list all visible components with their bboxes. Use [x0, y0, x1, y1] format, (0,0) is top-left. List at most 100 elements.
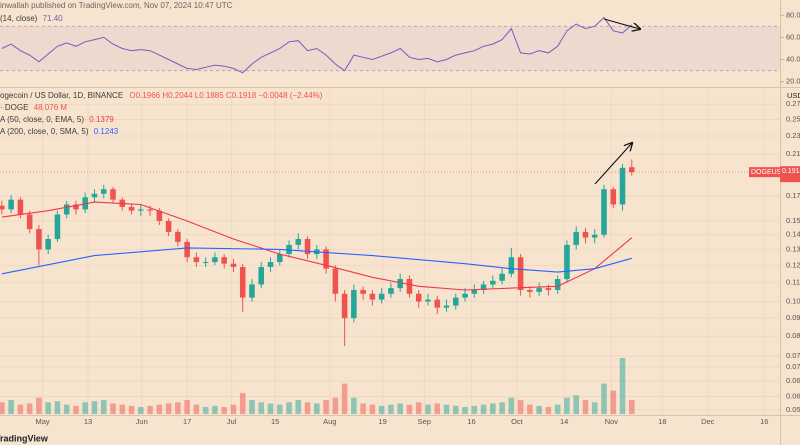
candle-body — [443, 305, 450, 308]
x-tick-label: 17 — [183, 417, 191, 426]
candle-body — [610, 189, 617, 205]
publisher: inwallah published on TradingView.com, N… — [0, 1, 233, 10]
volume-bar — [378, 405, 385, 414]
candle-body — [554, 279, 561, 290]
volume-bar — [582, 400, 589, 414]
candle-body — [175, 231, 181, 242]
y-tick-label: 0.062 — [786, 392, 800, 401]
volume-bar — [536, 405, 542, 414]
candle-body — [591, 234, 598, 238]
rsi-band — [0, 26, 780, 71]
rsi-title: (14, close) — [0, 14, 38, 23]
candle-body — [490, 280, 496, 285]
candle-body — [0, 205, 5, 210]
volume-bar — [629, 400, 635, 414]
y-tick-label: 0.058 — [786, 405, 800, 414]
candle-body — [147, 209, 153, 211]
candle-body — [619, 167, 626, 205]
price-label: 0.1918 — [782, 168, 800, 175]
y-tick-label: 0.067 — [786, 376, 800, 385]
volume-bar — [406, 404, 413, 414]
candle-body — [73, 204, 79, 210]
candle-body — [452, 297, 459, 306]
candle-body — [397, 279, 403, 289]
x-tick-label: Oct — [511, 417, 524, 426]
candle-body — [26, 214, 33, 230]
volume-bar — [517, 400, 524, 414]
x-tick-label: 16 — [467, 417, 475, 426]
currency: USD — [787, 91, 800, 100]
candle-body — [8, 199, 14, 210]
marks-layer — [0, 16, 780, 414]
y-tick-label: 80.00 — [786, 10, 800, 19]
ema-name: A (50, close, 0, EMA, 5) — [0, 115, 84, 124]
candle-body — [295, 239, 302, 245]
volume-bar — [26, 403, 33, 414]
candle-body — [110, 189, 116, 200]
volume-bar — [100, 400, 107, 414]
volume-bar — [267, 403, 274, 414]
candle-body — [323, 249, 329, 269]
y-tick-label: 0.100 — [786, 297, 800, 306]
candle-body — [230, 263, 237, 267]
x-tick-label: 19 — [378, 417, 386, 426]
volume-bar — [276, 404, 283, 414]
x-tick-label: 14 — [560, 417, 568, 426]
candle-body — [54, 214, 61, 240]
candle-body — [499, 273, 505, 281]
volume-bar — [258, 402, 265, 414]
y-tick-label: 0.230 — [786, 131, 800, 140]
candle-body — [138, 209, 144, 211]
volume-bar — [573, 395, 579, 414]
volume-title: · DOGE — [0, 103, 28, 112]
volume-bar — [17, 404, 24, 414]
y-tick-label: 0.110 — [786, 278, 800, 287]
ohlc: O0.1966 H0.2044 L0.1885 C0.1918 −0.0048 … — [129, 91, 322, 100]
volume-bar — [360, 403, 366, 414]
volume-bar — [295, 400, 302, 414]
candle-body — [63, 204, 70, 215]
y-tick-label: 0.084 — [786, 331, 800, 340]
brand: TradingView — [0, 433, 49, 443]
volume-bar — [388, 404, 394, 414]
y-tick-label: 0.120 — [786, 260, 800, 269]
candle-body — [128, 206, 135, 211]
candle-body — [582, 231, 589, 238]
volume-bar — [471, 405, 478, 414]
candle-body — [369, 293, 376, 300]
y-tick-label: 40.00 — [786, 55, 800, 64]
y-tick-label: 0.170 — [786, 191, 800, 200]
volume-bar — [508, 397, 515, 414]
candle-body — [601, 189, 607, 235]
x-tick-label: Dec — [701, 417, 715, 426]
volume-bar — [397, 403, 403, 414]
y-tick-label: 60.00 — [786, 32, 800, 41]
volume-value: 48.076 M — [34, 103, 68, 112]
volume-bar — [128, 405, 135, 414]
symbol-label-box — [749, 167, 780, 178]
candle-body — [388, 288, 394, 294]
candle-body — [406, 279, 413, 294]
candle-body — [480, 284, 487, 290]
volume-bar — [314, 403, 320, 414]
candle-body — [304, 239, 311, 255]
volume-bar — [564, 397, 570, 414]
candle-body — [184, 241, 190, 258]
rsi-legend: (14, close) 71.40 — [0, 14, 63, 23]
candle-body — [165, 220, 172, 232]
rsi-line — [1, 16, 633, 74]
x-tick-label: 16 — [760, 417, 768, 426]
sma-legend: A (200, close, 0, SMA, 5) 0.1243 — [0, 127, 119, 136]
volume-bar — [462, 407, 468, 414]
volume-bar — [425, 404, 431, 414]
y-tick-label: 0.250 — [786, 114, 800, 123]
x-tick-label: Jul — [227, 417, 237, 426]
candle-body — [17, 199, 24, 215]
volume-bar — [45, 402, 51, 414]
candle-body — [239, 266, 246, 298]
volume-bar — [415, 402, 422, 414]
x-tick-label: 15 — [271, 417, 279, 426]
x-tick-label: May — [36, 417, 50, 426]
y-tick-label: 0.150 — [786, 216, 800, 225]
